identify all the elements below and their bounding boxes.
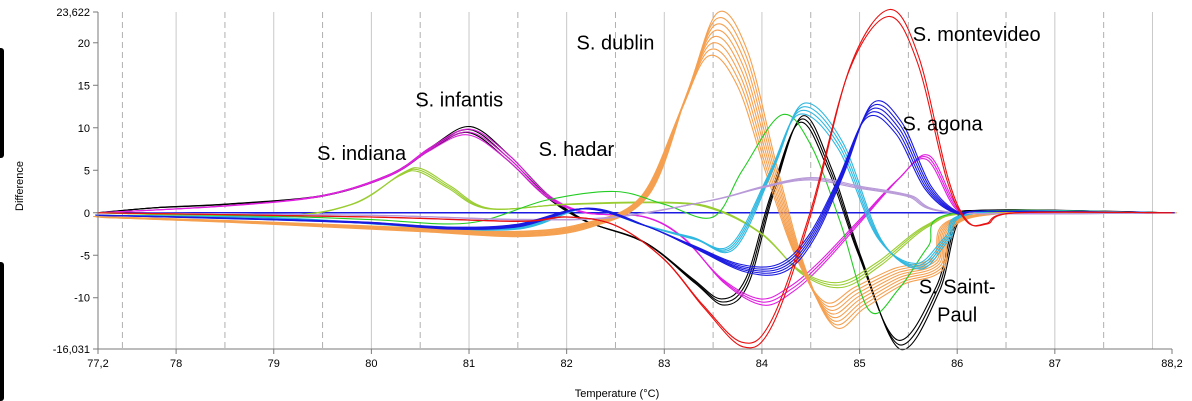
annotation-label: S. montevideo — [913, 24, 1041, 46]
y-tick-label: -10 — [74, 293, 90, 305]
x-tick-label: 88,2 — [1161, 358, 1182, 370]
y-axis-title: Difference — [14, 161, 26, 211]
series-line-lavender — [99, 177, 1174, 221]
series-line-cyan — [97, 109, 1172, 266]
series-line-yellow-green — [96, 170, 1171, 284]
series-line-orange — [101, 16, 1176, 326]
series-line-orange — [98, 29, 1173, 319]
series-line-cyan — [98, 106, 1173, 268]
left-edge-bar-top — [0, 48, 4, 158]
series-line-blue — [97, 107, 1173, 272]
y-tick-label: -5 — [80, 250, 90, 262]
y-tick-label: 5 — [84, 165, 90, 177]
series-line-black — [99, 115, 1174, 351]
series-line-cyan — [95, 113, 1170, 265]
series-line-green — [97, 113, 1173, 314]
series-line-orange — [97, 35, 1172, 315]
series-line-black — [97, 118, 1173, 346]
series-line-yellow-green — [97, 168, 1173, 286]
x-tick-label: 77,2 — [87, 358, 108, 370]
series-line-cyan — [100, 102, 1175, 270]
series-line-orange — [95, 42, 1170, 312]
annotation-label: S. dublin — [577, 33, 655, 55]
series-layer — [93, 8, 1177, 351]
left-edge-bar-bottom — [0, 262, 4, 401]
y-tick-label: 0 — [84, 208, 90, 220]
series-line-blue — [96, 111, 1171, 270]
series-line-blue — [100, 100, 1175, 276]
annotation-label: Paul — [937, 305, 977, 327]
x-tick-label: 83 — [658, 358, 670, 370]
y-tick-label: 20 — [78, 38, 90, 50]
axes-layer: 23,622 20 15 10 5 0 -5 -10 -16,031 77,2 78 79 80 81 82… — [53, 7, 1183, 370]
grid-layer — [121, 12, 1153, 349]
series-line-orange — [102, 10, 1177, 330]
x-axis-title: Temperature (°C) — [575, 388, 659, 400]
x-tick-label: 84 — [756, 358, 768, 370]
series-line-red — [98, 8, 1173, 349]
x-tick-label: 86 — [951, 358, 963, 370]
series-line-red — [97, 15, 1172, 344]
x-tick-label: 81 — [463, 358, 475, 370]
series-line-yellow-green — [99, 167, 1174, 289]
series-line-blue — [99, 103, 1174, 274]
x-tick-label: 82 — [561, 358, 573, 370]
x-tick-label: 85 — [853, 358, 865, 370]
y-tick-label: 23,622 — [56, 7, 90, 19]
series-line-orange — [94, 48, 1169, 308]
annotation-label: S. infantis — [415, 90, 503, 112]
y-tick-label: -16,031 — [53, 344, 90, 356]
annotation-label: S. agona — [903, 113, 984, 135]
x-tick-label: 78 — [170, 358, 182, 370]
series-line-orange — [100, 23, 1175, 322]
y-tick-label: 15 — [78, 80, 90, 92]
annotation-label: S. hadar — [539, 139, 615, 161]
x-tick-label: 87 — [1049, 358, 1061, 370]
series-line-magenta — [99, 128, 1174, 306]
x-tick-label: 79 — [268, 358, 280, 370]
y-tick-label: 10 — [78, 123, 90, 135]
annotation-layer: S. indiana S. infantis S. hadar S. dublin S.… — [317, 24, 1041, 326]
x-tick-label: 80 — [365, 358, 377, 370]
series-line-blue — [95, 114, 1170, 268]
series-line-black — [96, 121, 1171, 341]
annotation-label: S. Saint- — [919, 276, 996, 298]
annotation-label: S. indiana — [317, 143, 407, 165]
